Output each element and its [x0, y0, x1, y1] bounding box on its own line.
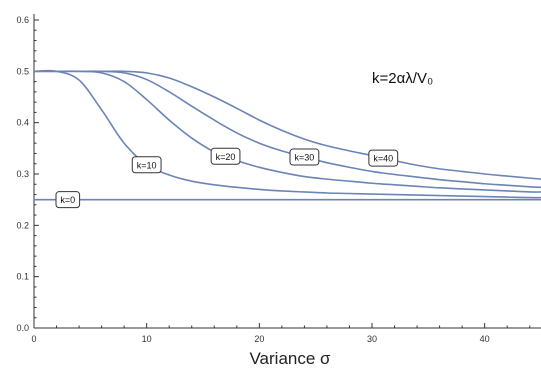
x-axis-label: Variance σ — [249, 349, 331, 368]
curve-label-text: k=20 — [216, 152, 236, 162]
curve-label-box — [131, 156, 162, 174]
curve-label-box — [55, 191, 81, 209]
series-line-k-20 — [33, 70, 541, 193]
y-tick-label: 0.4 — [16, 118, 29, 128]
curve-label-box — [210, 147, 241, 165]
series-line-k-10 — [33, 69, 541, 199]
chart-annotation: k=2αλ/V₀ — [372, 70, 433, 87]
y-tick-label: 0.1 — [16, 272, 29, 282]
x-tick-label: 40 — [480, 334, 490, 344]
curve-label-k-0: k=0 — [55, 191, 81, 209]
x-tick-label: 0 — [31, 334, 36, 344]
curve-label-text: k=10 — [137, 160, 157, 170]
curve-label-box — [368, 149, 399, 167]
series-line-k-30 — [33, 70, 541, 189]
curve-label-k-20: k=20 — [210, 147, 241, 165]
axes: 0 10 20 30 40 0.0 0.1 0.2 0.3 0.4 0.5 0.6 — [16, 14, 541, 344]
y-tick-label: 0.5 — [16, 66, 29, 76]
curve-label-text: k=30 — [295, 153, 315, 163]
curve-label-k-30: k=30 — [289, 148, 320, 166]
curve-labels: k=0 k=10 k=20 k=30 k=40 — [55, 147, 399, 209]
curve-label-box — [289, 148, 320, 166]
curve-label-k-10: k=10 — [131, 156, 162, 174]
curve-label-text: k=0 — [60, 195, 75, 205]
series-line-k-40 — [33, 70, 541, 180]
x-tick-label: 10 — [142, 334, 152, 344]
x-tick-label: 20 — [254, 334, 264, 344]
y-tick-label: 0.0 — [16, 323, 29, 333]
curve-label-k-40: k=40 — [368, 149, 399, 167]
y-tick-label: 0.6 — [16, 15, 29, 25]
y-tick-label: 0.2 — [16, 220, 29, 230]
y-tick-label: 0.3 — [16, 169, 29, 179]
x-tick-label: 30 — [367, 334, 377, 344]
curve-label-text: k=40 — [373, 154, 393, 164]
series-layer — [33, 69, 541, 201]
